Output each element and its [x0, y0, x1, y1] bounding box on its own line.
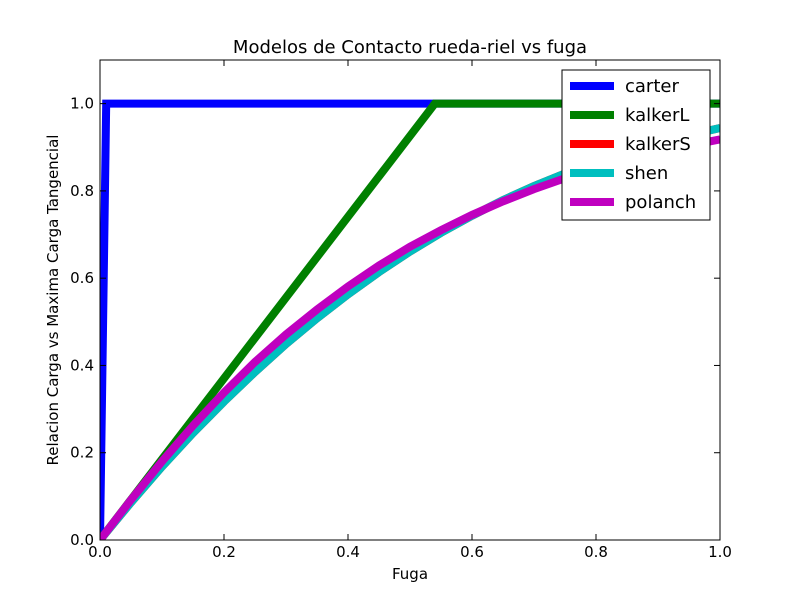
chart-title: Modelos de Contacto rueda-riel vs fuga	[233, 37, 587, 58]
y-tick-label: 0.8	[70, 182, 94, 200]
x-axis-title: Fuga	[392, 565, 428, 583]
legend-label-kalkers: kalkerS	[625, 134, 691, 155]
y-tick-label: 0.4	[70, 356, 94, 374]
x-tick-label: 0.0	[88, 543, 112, 561]
x-tick-label: 0.2	[212, 543, 236, 561]
y-tick-label: 0.0	[70, 531, 94, 549]
x-tick-label: 0.8	[584, 543, 608, 561]
y-tick-label: 0.6	[70, 269, 94, 287]
legend-label-shen: shen	[625, 163, 668, 184]
y-axis-title: Relacion Carga vs Maxima Carga Tangencia…	[44, 135, 62, 466]
x-tick-label: 0.4	[336, 543, 360, 561]
legend-label-carter: carter	[625, 76, 679, 97]
y-tick-label: 1.0	[70, 95, 94, 113]
x-tick-label: 0.6	[460, 543, 484, 561]
x-tick-label: 1.0	[708, 543, 732, 561]
legend: carter kalkerL kalkerS shen polanch	[561, 69, 711, 221]
legend-label-kalkerl: kalkerL	[625, 105, 689, 126]
y-tick-label: 0.2	[70, 444, 94, 462]
ticks-layer: 0.0 0.2 0.4 0.6 0.8 1.0 0.0 0.2 0.4 0.6 0.8 1.0	[70, 60, 732, 561]
legend-label-polanch: polanch	[625, 192, 696, 213]
plot-frame	[99, 59, 721, 541]
